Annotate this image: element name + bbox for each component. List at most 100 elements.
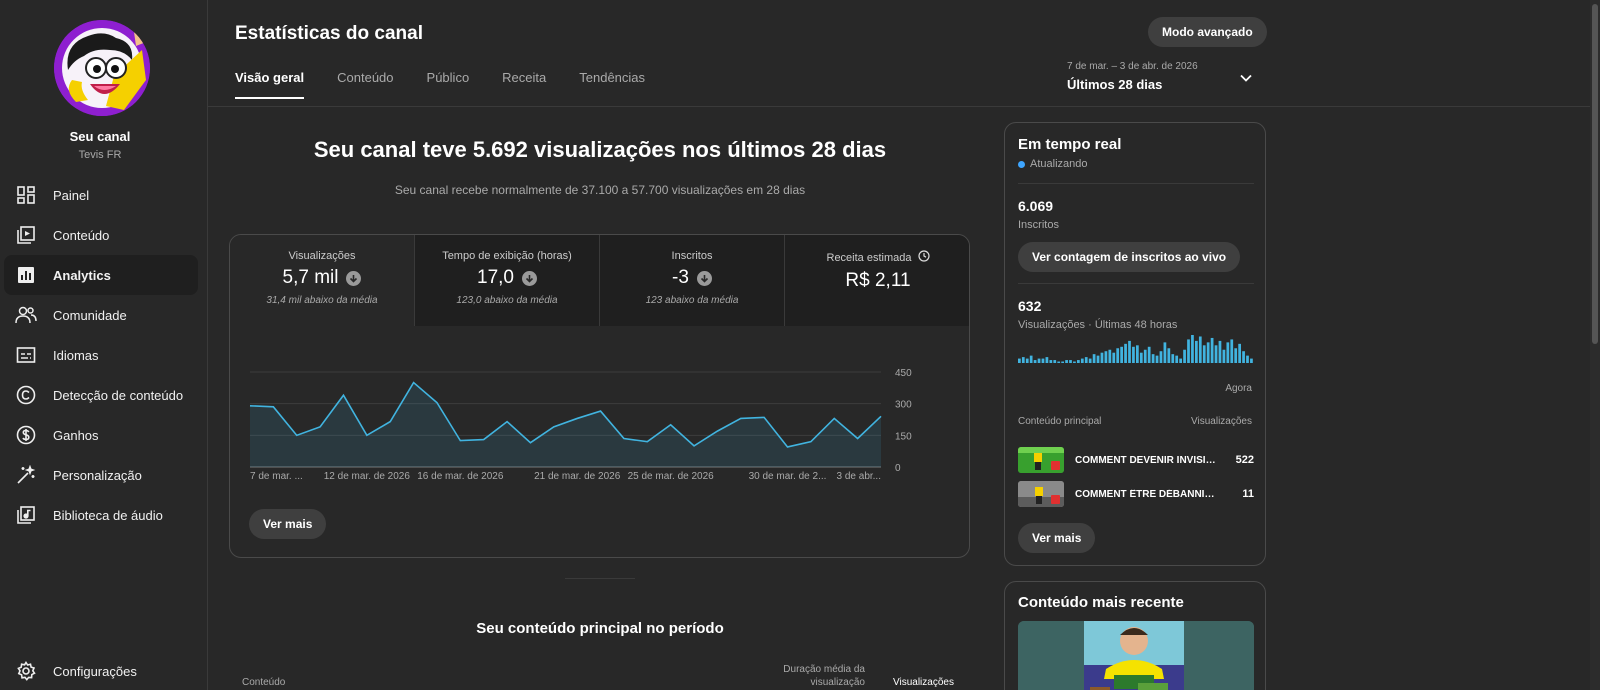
realtime-bar[interactable] xyxy=(1195,340,1198,363)
realtime-bar[interactable] xyxy=(1033,360,1037,363)
realtime-bar[interactable] xyxy=(1080,358,1084,363)
x-tick-label: 3 de abr... xyxy=(837,471,881,482)
realtime-bar[interactable] xyxy=(1147,346,1151,363)
realtime-bar[interactable] xyxy=(1041,358,1045,363)
sidebar-item-personalizacao[interactable]: Personalização xyxy=(4,455,198,495)
realtime-bar[interactable] xyxy=(1191,335,1194,363)
realtime-bar[interactable] xyxy=(1096,355,1100,363)
realtime-bar[interactable] xyxy=(1242,351,1245,363)
realtime-bar[interactable] xyxy=(1155,355,1159,363)
metric-subscribers[interactable]: Inscritos -3 123 abaixo da média xyxy=(600,235,785,326)
advanced-mode-button[interactable]: Modo avançado xyxy=(1148,17,1267,47)
realtime-bar[interactable] xyxy=(1163,342,1167,363)
metric-revenue[interactable]: Receita estimada R$ 2,11 xyxy=(785,235,969,326)
scrollbar-thumb[interactable] xyxy=(1592,4,1598,344)
sidebar-item-painel[interactable]: Painel xyxy=(4,175,198,215)
tab-conteudo[interactable]: Conteúdo xyxy=(337,70,394,85)
see-more-button[interactable]: Ver mais xyxy=(249,509,327,539)
sidebar-item-comunidade[interactable]: Comunidade xyxy=(4,295,198,335)
realtime-bar[interactable] xyxy=(1084,357,1088,363)
realtime-bar[interactable] xyxy=(1018,358,1021,363)
column-header-avg-duration[interactable]: Duração média da visualização xyxy=(783,664,865,688)
realtime-bar[interactable] xyxy=(1112,352,1116,363)
status-dot-icon xyxy=(1018,160,1025,168)
sidebar-item-ganhos[interactable]: Ganhos xyxy=(4,415,198,455)
realtime-bar[interactable] xyxy=(1183,349,1186,363)
tab-receita[interactable]: Receita xyxy=(502,70,547,85)
realtime-bar[interactable] xyxy=(1238,343,1241,363)
realtime-bar[interactable] xyxy=(1025,358,1029,363)
realtime-bar[interactable] xyxy=(1065,360,1068,363)
sidebar-item-deteccao[interactable]: Detecção de conteúdo xyxy=(4,375,198,415)
realtime-bar[interactable] xyxy=(1167,348,1171,363)
analytics-tabs: Visão geral Conteúdo Público Receita Ten… xyxy=(235,70,678,99)
realtime-bar[interactable] xyxy=(1088,358,1092,363)
tab-visao-geral[interactable]: Visão geral xyxy=(235,70,305,99)
column-header-views[interactable]: Visualizações xyxy=(893,677,954,688)
realtime-bar[interactable] xyxy=(1179,358,1182,363)
realtime-bar[interactable] xyxy=(1132,346,1135,363)
realtime-bar[interactable] xyxy=(1029,355,1033,363)
recent-video-thumbnail[interactable] xyxy=(1018,621,1254,690)
date-range-dates: 7 de mar. – 3 de abr. de 2026 xyxy=(1067,61,1198,72)
realtime-bar[interactable] xyxy=(1218,340,1222,363)
metric-views[interactable]: Visualizações 5,7 mil 31,4 mil abaixo da… xyxy=(230,235,415,326)
realtime-bar[interactable] xyxy=(1139,352,1143,363)
chart-series-line[interactable] xyxy=(249,381,882,448)
chevron-down-icon[interactable] xyxy=(1238,70,1254,91)
live-subscriber-count-button[interactable]: Ver contagem de inscritos ao vivo xyxy=(1018,242,1241,272)
realtime-bar[interactable] xyxy=(1246,355,1249,363)
realtime-bar[interactable] xyxy=(1124,343,1127,363)
realtime-bar[interactable] xyxy=(1108,349,1112,363)
realtime-bar[interactable] xyxy=(1250,358,1253,363)
realtime-bar[interactable] xyxy=(1136,345,1139,363)
sidebar-item-idiomas[interactable]: Idiomas xyxy=(4,335,198,375)
realtime-bar[interactable] xyxy=(1104,351,1108,363)
realtime-bar[interactable] xyxy=(1057,361,1061,363)
realtime-bar[interactable] xyxy=(1187,339,1190,363)
realtime-bar[interactable] xyxy=(1100,352,1104,363)
realtime-bar[interactable] xyxy=(1234,348,1238,363)
date-range-selector[interactable]: 7 de mar. – 3 de abr. de 2026 Últimos 28… xyxy=(1067,61,1198,92)
realtime-bar[interactable] xyxy=(1143,349,1147,363)
realtime-bar[interactable] xyxy=(1073,361,1076,363)
avatar[interactable] xyxy=(54,20,150,116)
realtime-bar[interactable] xyxy=(1053,360,1057,363)
tab-tendencias[interactable]: Tendências xyxy=(579,70,646,85)
realtime-bar[interactable] xyxy=(1069,360,1072,363)
realtime-bar[interactable] xyxy=(1226,342,1230,363)
realtime-bar[interactable] xyxy=(1222,349,1226,363)
summary-subline: Seu canal recebe normalmente de 37.100 a… xyxy=(394,183,806,197)
list-item[interactable]: COMMENT ÊTRE DÉBANNI DE 11 xyxy=(1018,481,1254,507)
realtime-bar[interactable] xyxy=(1128,340,1131,363)
scrollbar[interactable] xyxy=(1590,0,1600,690)
realtime-bar[interactable] xyxy=(1045,357,1049,363)
realtime-bar[interactable] xyxy=(1092,354,1096,363)
realtime-bar[interactable] xyxy=(1120,346,1123,363)
metric-watch-time[interactable]: Tempo de exibição (horas) 17,0 123,0 aba… xyxy=(415,235,600,326)
realtime-bar[interactable] xyxy=(1049,360,1053,363)
realtime-bar[interactable] xyxy=(1210,337,1214,363)
realtime-bar[interactable] xyxy=(1061,361,1064,363)
realtime-bar[interactable] xyxy=(1202,345,1206,363)
list-item[interactable]: COMMENT DEVENIR INVISIBLE 522 xyxy=(1018,447,1254,473)
sidebar-item-analytics[interactable]: Analytics xyxy=(4,255,198,295)
realtime-bar[interactable] xyxy=(1159,351,1163,363)
realtime-bar[interactable] xyxy=(1116,348,1120,363)
realtime-bar[interactable] xyxy=(1037,358,1041,363)
realtime-see-more-button[interactable]: Ver mais xyxy=(1018,523,1096,553)
y-tick-label: 150 xyxy=(895,431,912,442)
sidebar-item-conteudo[interactable]: Conteúdo xyxy=(4,215,198,255)
realtime-bar[interactable] xyxy=(1171,354,1175,363)
realtime-bar[interactable] xyxy=(1021,357,1025,363)
realtime-bar[interactable] xyxy=(1077,360,1080,363)
tab-publico[interactable]: Público xyxy=(426,70,470,85)
realtime-bar[interactable] xyxy=(1198,336,1202,363)
realtime-bar[interactable] xyxy=(1214,345,1218,363)
realtime-bar[interactable] xyxy=(1175,355,1179,363)
realtime-bar[interactable] xyxy=(1151,354,1155,363)
realtime-bar[interactable] xyxy=(1206,342,1210,363)
realtime-bar[interactable] xyxy=(1230,339,1234,363)
sidebar-item-configuracoes[interactable]: Configurações xyxy=(4,651,198,690)
sidebar-item-biblioteca-audio[interactable]: Biblioteca de áudio xyxy=(4,495,198,535)
